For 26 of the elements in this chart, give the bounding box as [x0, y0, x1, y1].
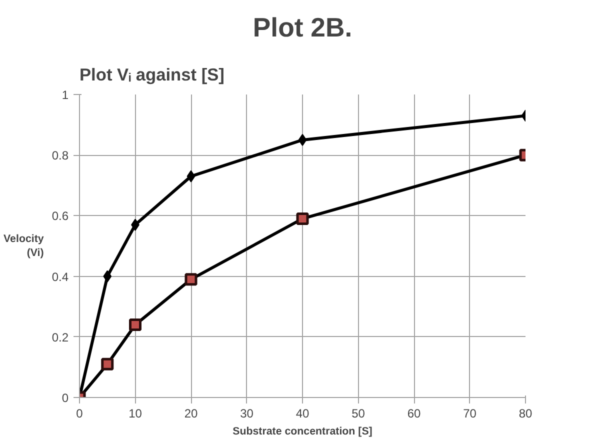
point	[296, 212, 309, 225]
point	[103, 270, 112, 282]
x-axis-title: Substrate concentration [S]	[232, 426, 372, 438]
point	[186, 170, 196, 182]
x-tick-label: 40	[296, 406, 310, 420]
chart-subtitle: Plot Vᵢ against [S]	[80, 64, 224, 84]
x-tick-label: 50	[352, 406, 366, 420]
y-axis-title: Velocity (Vi)	[4, 232, 44, 260]
x-tick-label: 10	[128, 406, 142, 420]
x-tick-label: 60	[407, 406, 421, 420]
point	[184, 273, 198, 286]
y-tick-label: 0.4	[52, 270, 69, 284]
chart-title: Plot 2B.	[252, 12, 352, 42]
x-tick-label: 80	[518, 406, 532, 420]
x-tick-label: 30	[240, 406, 254, 420]
point	[101, 358, 114, 370]
x-tick-label: 0	[76, 406, 84, 420]
y-tick-label: 0	[62, 391, 69, 405]
point	[298, 134, 307, 146]
point	[129, 318, 142, 332]
y-tick-label: 1	[62, 88, 69, 102]
x-tick-label: 20	[184, 406, 198, 420]
x-tick-label: 70	[463, 406, 477, 420]
y-tick-label: 0.2	[52, 330, 69, 344]
y-tick-label: 0.6	[52, 209, 69, 224]
y-tick-label: 0.8	[52, 148, 69, 163]
